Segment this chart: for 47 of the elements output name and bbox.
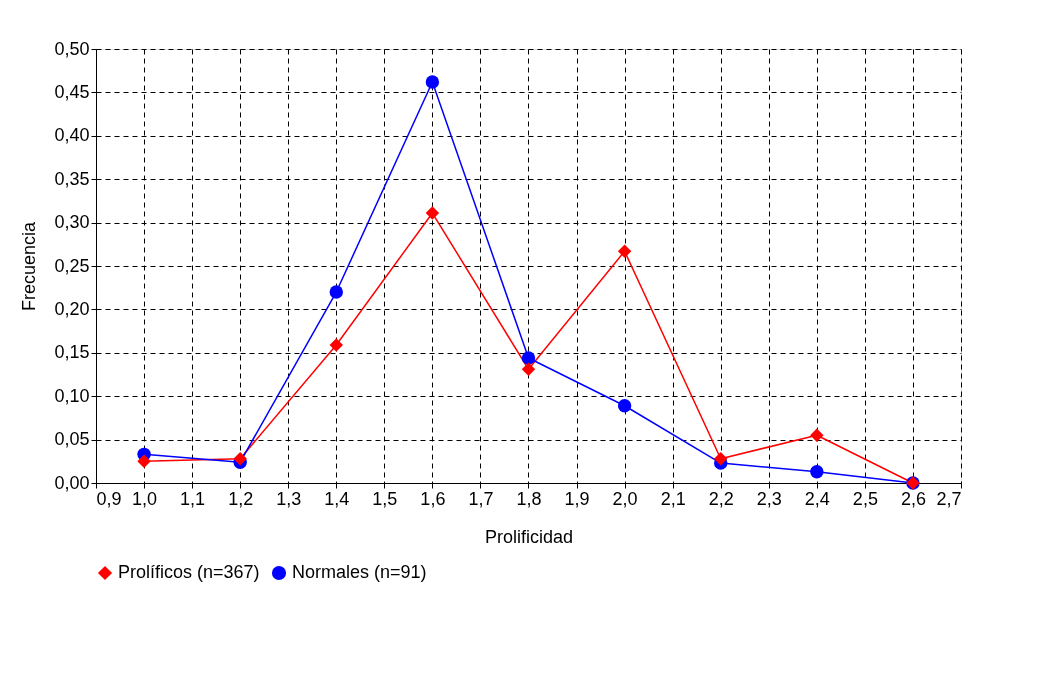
point (714, 451, 728, 466)
x-tick-label: 2,4 (804, 488, 830, 509)
x-tick-label: 1,9 (564, 488, 590, 509)
point (329, 338, 343, 352)
legend-label: Normales (n=91) (292, 562, 427, 582)
point (810, 465, 824, 479)
point (425, 75, 440, 89)
x-tick-label: 1,4 (324, 488, 350, 509)
x-tick-label: 1,1 (180, 488, 206, 509)
y-tick-label: 0,20 (54, 298, 90, 319)
x-tick-label: 2,5 (852, 488, 878, 509)
x-tick-label: 2,7 (936, 488, 962, 509)
legend-label: Prolíficos (n=367) (118, 562, 260, 582)
x-tick-label: 2,3 (756, 488, 782, 509)
point (137, 454, 151, 469)
x-tick-label: 2,1 (660, 488, 686, 509)
x-tick-label: 1,7 (468, 488, 494, 509)
point (617, 244, 632, 258)
y-tick-label: 0,30 (54, 212, 90, 233)
point (521, 351, 536, 365)
x-tick-label: 0,9 (96, 488, 122, 509)
x-axis-title: Prolificidad (484, 526, 574, 547)
y-tick-label: 0,45 (54, 81, 90, 102)
x-tick-label: 1,3 (276, 488, 302, 509)
x-tick-label: 1,5 (372, 488, 398, 509)
point (617, 399, 632, 413)
y-tick-label: 0,05 (54, 429, 90, 450)
x-tick-label: 1,2 (228, 488, 254, 509)
y-tick-label: 0,10 (54, 385, 90, 406)
y-tick-label: 0,15 (54, 342, 90, 363)
x-tick-label: 2,2 (708, 488, 734, 509)
x-tick-label: 2,0 (612, 488, 638, 509)
x-tick-label: 1,8 (516, 488, 542, 509)
point (233, 451, 247, 466)
x-tick-label: 2,6 (900, 488, 926, 509)
point (810, 428, 824, 442)
point (425, 206, 440, 220)
point (521, 362, 536, 376)
y-tick-label: 0,50 (54, 38, 90, 59)
y-tick-label: 0,35 (54, 168, 90, 189)
x-tick-label: 1,0 (132, 488, 158, 509)
y-axis-title: Frecuencia (19, 220, 40, 312)
y-tick-label: 0,25 (54, 255, 90, 276)
y-tick-label: 0,40 (54, 125, 90, 146)
y-tick-label: 0,00 (54, 472, 90, 493)
point (329, 285, 343, 299)
x-tick-label: 1,6 (420, 488, 446, 509)
